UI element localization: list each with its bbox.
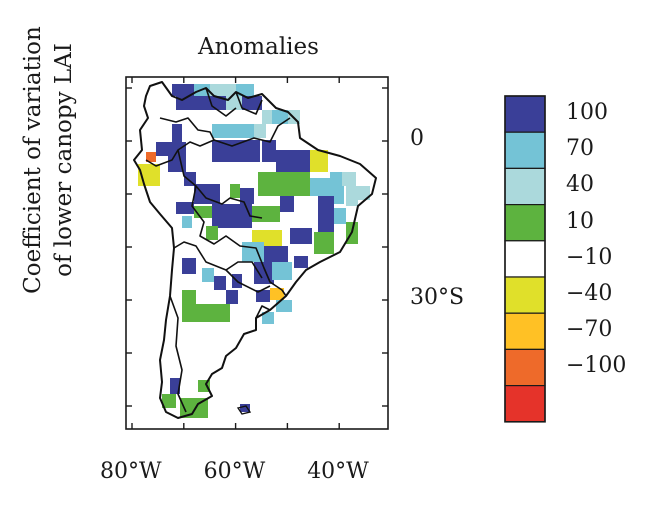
anomaly-cell — [276, 150, 300, 172]
anomaly-cell — [172, 124, 182, 142]
axis-ticks — [126, 77, 388, 429]
anomaly-cell — [172, 84, 194, 96]
anomaly-cell — [276, 300, 292, 312]
anomaly-cell — [272, 110, 288, 124]
country-border — [225, 269, 271, 293]
colorbar-label: −10 — [566, 244, 613, 270]
colorbar-label: −70 — [566, 317, 613, 343]
colorbar-swatch — [504, 240, 546, 278]
anomaly-cell — [230, 184, 240, 198]
lat-tick-label: 30°S — [410, 285, 465, 310]
colorbar-label: 100 — [566, 100, 608, 125]
anomaly-cell — [236, 84, 254, 96]
colorbar-swatch — [504, 95, 546, 133]
anomaly-cell — [252, 206, 280, 222]
anomaly-cell — [272, 262, 292, 280]
lon-tick-label: 80°W — [100, 459, 162, 484]
country-border — [235, 91, 263, 115]
anomaly-cell — [314, 232, 334, 254]
country-border — [145, 117, 215, 167]
anomaly-cell — [290, 228, 312, 244]
anomaly-cell — [212, 124, 236, 138]
colorbar-label: 40 — [566, 172, 594, 198]
colorbar-label: −40 — [566, 281, 613, 306]
colorbar-swatch — [504, 312, 546, 351]
lon-tick-label: 40°W — [307, 459, 369, 484]
anomaly-cell — [212, 204, 252, 228]
anomaly-cell — [262, 140, 276, 162]
anomaly-cell — [182, 216, 192, 228]
anomaly-cell — [214, 276, 226, 290]
anomaly-cell — [310, 150, 328, 172]
falkland-islands — [236, 405, 252, 415]
anomaly-cell — [206, 226, 218, 240]
anomaly-cell — [176, 202, 194, 214]
anomaly-cell — [156, 142, 168, 156]
country-border — [173, 241, 263, 279]
colorbar-label: 70 — [566, 136, 594, 162]
anomaly-cell — [310, 178, 330, 196]
anomaly-cell — [182, 258, 196, 274]
colorbar-swatch — [504, 131, 546, 169]
colorbar-swatch — [504, 204, 546, 242]
colorbar-swatch — [504, 167, 546, 206]
anomaly-cell — [202, 268, 214, 282]
country-border — [213, 117, 291, 147]
colorbar-frame — [504, 95, 546, 423]
anomaly-cell — [210, 84, 236, 96]
country-border — [177, 149, 263, 219]
anomaly-cell — [176, 96, 186, 110]
anomaly-cell — [226, 290, 238, 304]
anomaly-cell — [318, 196, 334, 234]
anomaly-cell — [258, 172, 310, 196]
country-border — [191, 185, 287, 297]
anomaly-cell — [334, 208, 346, 224]
anomaly-cell — [254, 262, 274, 284]
anomaly-cell — [280, 196, 294, 212]
colorbar-swatch — [504, 385, 546, 423]
anomaly-cell — [270, 288, 284, 300]
colorbar-label: −100 — [566, 353, 627, 379]
colorbar — [504, 95, 546, 423]
anomaly-cell — [342, 172, 356, 186]
anomaly-cell — [262, 110, 272, 124]
anomaly-cell — [240, 404, 250, 412]
anomaly-cell — [236, 124, 254, 138]
anomaly-cell — [356, 186, 370, 200]
anomaly-cell — [212, 140, 260, 162]
coastline — [133, 81, 377, 419]
country-border — [255, 305, 271, 319]
lat-tick-label: 0 — [410, 126, 424, 151]
colorbar-label: 10 — [566, 208, 594, 234]
anomaly-cell — [242, 96, 262, 110]
anomaly-cell — [170, 378, 180, 394]
anomaly-cell — [262, 312, 274, 324]
anomaly-cell — [182, 290, 196, 304]
anomaly-cell — [294, 256, 308, 268]
anomaly-cell — [162, 394, 176, 408]
anomaly-cell — [254, 124, 266, 138]
colorbar-swatch — [504, 276, 546, 314]
anomaly-cell — [186, 96, 226, 110]
anomaly-cell — [182, 304, 230, 322]
country-border — [169, 295, 187, 413]
anomaly-cell — [146, 152, 156, 162]
map-frame — [125, 76, 389, 430]
anomaly-cell — [346, 186, 358, 206]
anomaly-cell — [240, 188, 254, 204]
colorbar-swatch — [504, 348, 546, 387]
anomaly-cell — [256, 290, 270, 302]
lon-tick-label: 60°W — [203, 459, 266, 484]
country-border — [205, 87, 237, 117]
coastlines-and-borders — [133, 81, 377, 419]
anomaly-cell — [330, 172, 342, 186]
map-title: Anomalies — [198, 34, 319, 60]
anomaly-cell — [194, 184, 220, 204]
